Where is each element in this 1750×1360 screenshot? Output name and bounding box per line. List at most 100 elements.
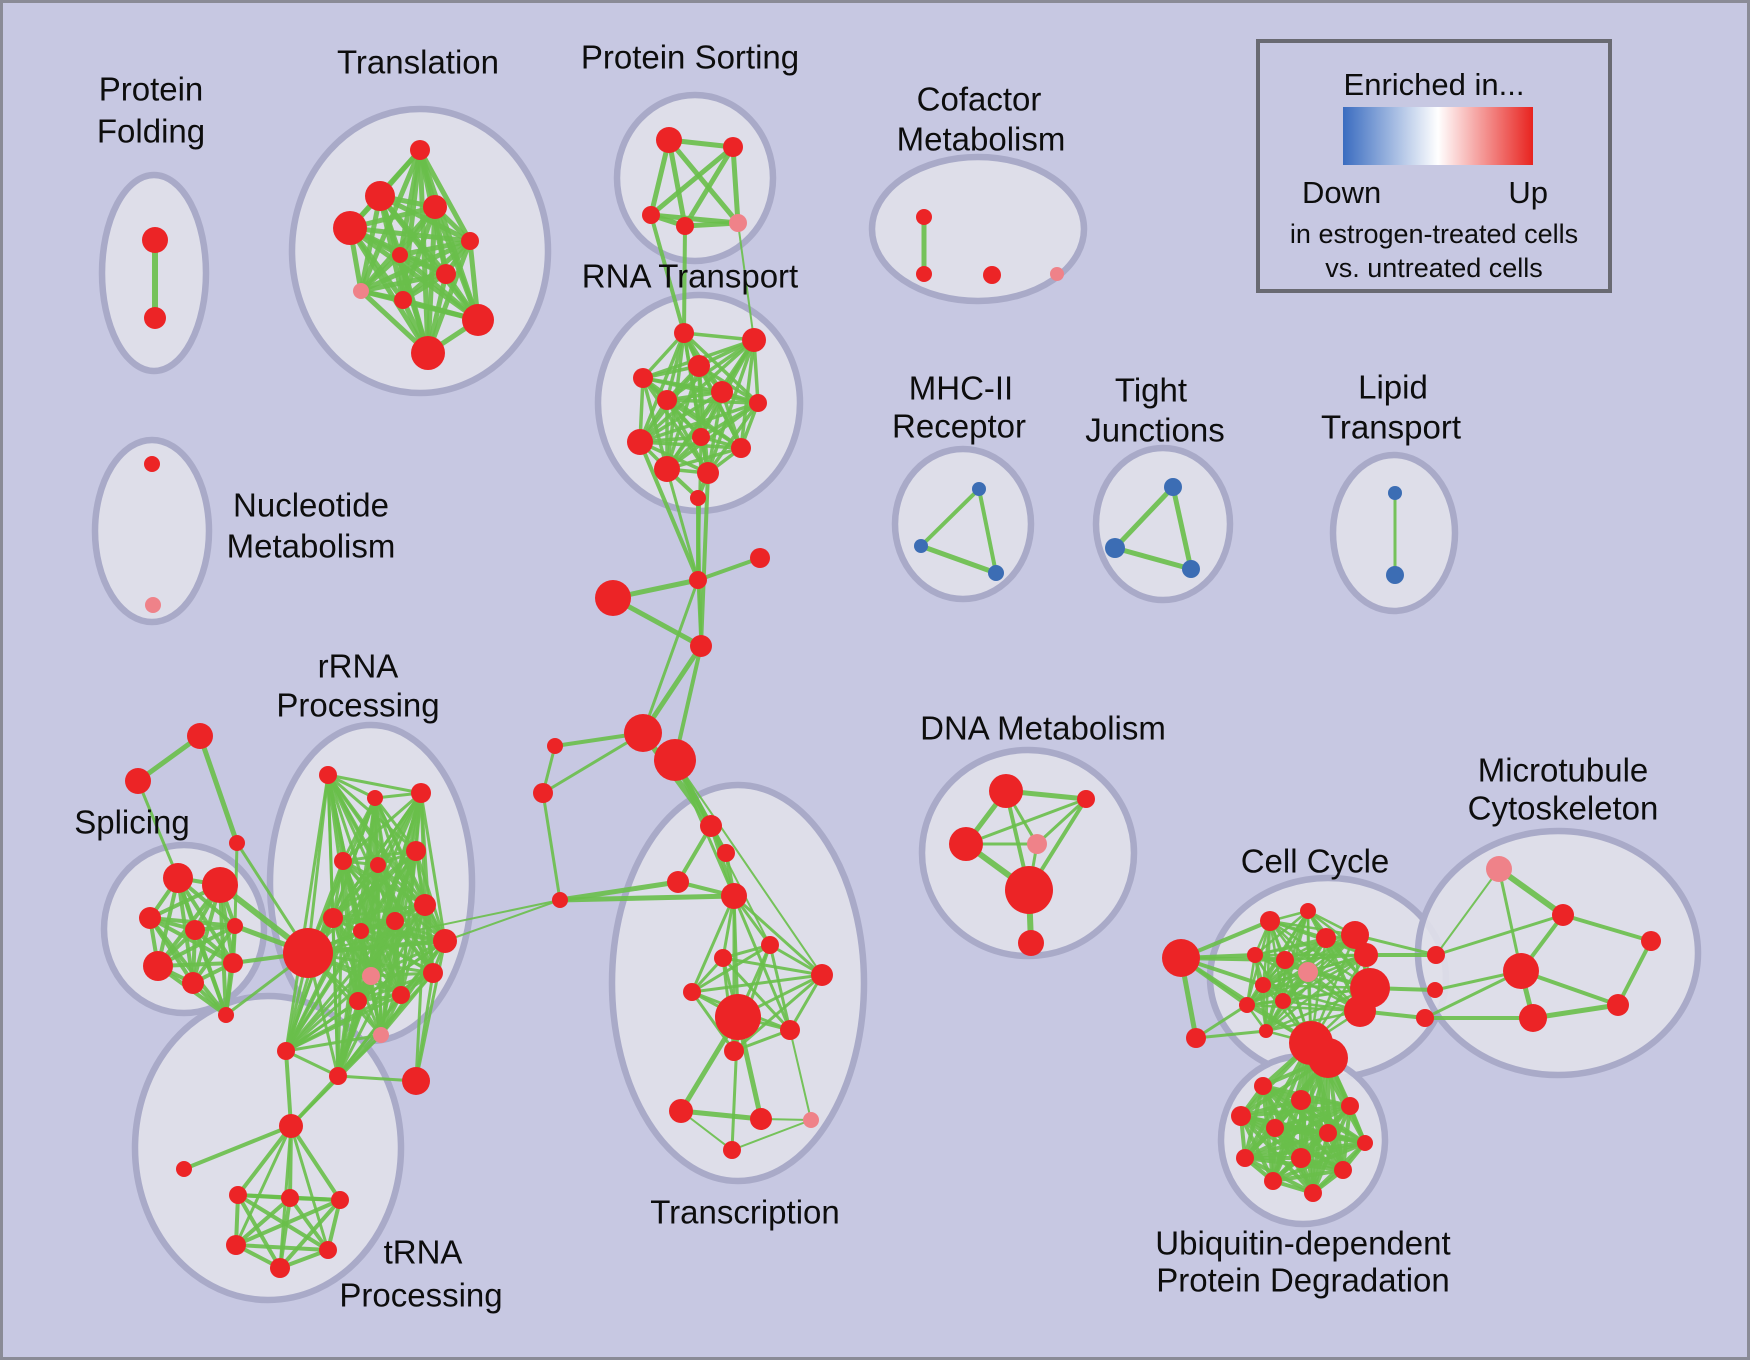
network-node-t6 [392,247,408,263]
network-node-cc7 [1275,993,1291,1009]
cluster-label-transcription-0: Transcription [650,1194,840,1231]
network-node-rr7 [323,908,343,928]
network-edge-rrB3-rr12 [414,971,435,1083]
network-edge-r7-r11 [665,401,760,471]
cluster-label-tight-junctions-1: Junctions [1085,412,1224,449]
network-node-tc7 [811,964,833,986]
network-edge-r2-r10 [739,338,756,450]
network-edge-cc2-cc3 [1253,909,1310,957]
network-node-tn3 [281,1189,299,1207]
network-edge-mh1-mh3 [977,487,998,575]
network-node-cf3 [983,266,1001,284]
network-node-ubH [1308,1038,1348,1078]
network-node-t11 [411,336,445,370]
network-edge-rr9-rrB1 [284,919,397,1053]
network-edge-tn3-tn5 [234,1196,292,1247]
network-node-tc6 [714,949,732,967]
cluster-label-mhc-ii-receptor-1: Receptor [892,408,1026,445]
network-node-mt1 [1552,904,1574,926]
cluster-ellipse-trna-processing [131,992,405,1304]
network-node-ub10 [1334,1161,1352,1179]
network-edge-tj1-tj3 [1170,484,1194,572]
network-node-s7 [182,972,204,994]
network-node-ps4 [676,217,694,235]
network-edge-ps2-ps5 [730,144,741,226]
network-edge-tnH-tn4 [289,1124,342,1202]
legend-up-label: Up [1508,175,1548,210]
network-node-tc5 [761,936,779,954]
network-node-r10 [731,438,751,458]
network-node-tc11 [669,1099,693,1123]
network-edge-tnH-tn1 [182,1124,293,1171]
network-node-cf4 [1050,267,1064,281]
network-edge-r6-r10 [665,398,743,450]
network-node-ub5 [1266,1119,1284,1137]
network-edge-rr15-rrB2 [336,974,373,1078]
network-node-tc12 [750,1108,772,1130]
network-node-t4 [333,211,367,245]
network-node-c1 [547,738,563,754]
network-node-ub1 [1254,1077,1272,1095]
network-node-cc14 [1344,995,1376,1027]
cluster-ellipse-cofactor-metabolism [868,153,1088,305]
legend-subtitle-line2: vs. untreated cells [1325,253,1543,283]
network-node-tc14 [723,1141,741,1159]
network-node-ub2 [1291,1090,1311,1110]
network-node-s8 [223,953,243,973]
network-edge-mtP-mt1 [1496,866,1566,918]
network-edge-mh2-mh3 [918,543,999,576]
network-edge-t6-t8 [358,252,403,294]
network-edge-rr1-rr3 [326,773,423,795]
network-edge-ub10-ub11 [1271,1168,1345,1183]
network-edge-r11-m2 [665,467,700,582]
network-edge-r8-m2 [638,440,700,582]
network-edge-rr10-rr15 [369,903,427,978]
network-node-cf1 [916,209,932,225]
network-edge-c2-m5 [541,731,645,795]
network-node-rrB2 [329,1067,347,1085]
network-node-s6 [143,951,173,981]
network-edge-rr12-rr15 [369,971,435,978]
network-edge-tc13-tc14 [731,1119,812,1151]
network-svg: Protein Folding Translation Protein Sorting… [74,39,1702,1314]
network-node-mh3 [988,565,1004,581]
network-edge-c3-tc4 [557,893,737,903]
network-node-r12 [697,462,719,484]
network-edge-m2-m3 [696,556,762,582]
network-edge-tc6-tc7 [721,956,824,977]
network-edge-c3-rr11 [444,899,561,942]
network-node-r4 [633,368,653,388]
network-edge-rr10-rrB1 [284,903,427,1053]
cluster-label-cofactor-metabolism-0: Cofactor [917,81,1042,118]
network-edge-r12-m4 [699,471,710,648]
network-edge-r7-r12 [706,401,760,475]
cluster-label-rrna-processing-0: rRNA [318,648,399,685]
network-edge-tc9-tc13 [789,1029,812,1121]
network-node-r5 [711,381,733,403]
network-edge-mh1-mh2 [919,487,981,548]
network-node-t1 [410,140,430,160]
network-node-c3 [552,892,568,908]
network-edge-r1-r4 [641,331,686,380]
network-edge-tc6-tc9 [721,956,792,1032]
network-edge-tnH-tn2 [236,1124,293,1197]
cluster-label-trna-processing-0: tRNA [384,1234,463,1271]
network-node-ub3 [1341,1097,1359,1115]
network-edge-rr13-rrB1 [284,993,403,1053]
network-node-mt2 [1503,953,1539,989]
network-node-dm6 [1018,930,1044,956]
network-edge-rr11-rr15 [369,939,447,978]
network-node-s1 [163,863,193,893]
network-edge-x2-s1 [136,779,180,880]
cluster-label-microtubule-cytoskeleton-0: Microtubule [1478,752,1649,789]
cluster-label-cofactor-metabolism-1: Metabolism [897,121,1066,158]
network-edge-c2-c3 [541,791,562,902]
network-node-dm2 [1077,790,1095,808]
legend-down-label: Down [1302,175,1382,210]
network-node-rrH [283,928,333,978]
network-node-r8 [627,429,653,455]
network-node-tj2 [1105,538,1125,558]
network-edge-m2-m5 [641,578,700,735]
network-node-tc13 [803,1112,819,1128]
network-node-mtP [1486,856,1512,882]
